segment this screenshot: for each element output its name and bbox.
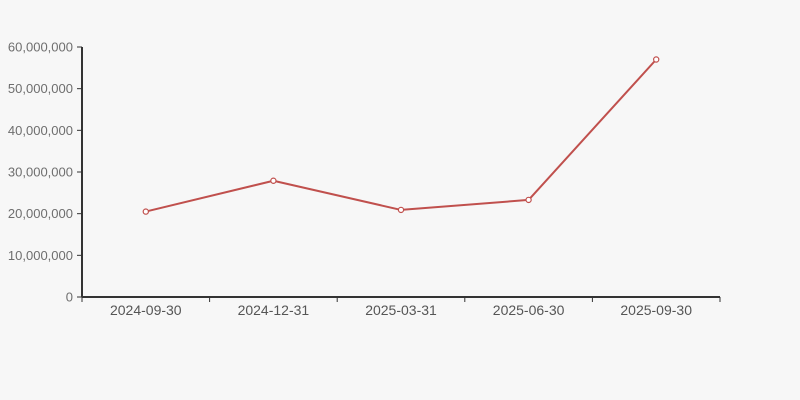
data-point-marker[interactable] (397, 206, 405, 214)
y-axis-tick-label: 30,000,000 (8, 165, 73, 180)
x-axis-tick-label: 2025-03-31 (365, 302, 437, 318)
data-point-marker[interactable] (525, 196, 532, 204)
y-axis-tick-label: 50,000,000 (8, 81, 73, 96)
data-point-marker[interactable] (270, 177, 277, 184)
y-axis-tick-label: 60,000,000 (8, 40, 73, 55)
x-axis-tick-label: 2025-09-30 (620, 302, 692, 318)
y-axis-tick-label: 10,000,000 (8, 248, 73, 263)
y-axis-tick-label: 40,000,000 (8, 123, 73, 138)
data-point-marker[interactable] (142, 208, 149, 215)
y-axis-tick-label: 20,000,000 (8, 206, 73, 221)
x-axis-tick-label: 2024-12-31 (238, 302, 310, 318)
x-axis-tick-label: 2025-06-30 (493, 302, 565, 318)
data-point-marker[interactable] (653, 56, 660, 63)
series-line (144, 58, 658, 213)
y-axis-tick-label: 0 (66, 290, 73, 305)
x-axis-tick-label: 2024-09-30 (110, 302, 182, 318)
